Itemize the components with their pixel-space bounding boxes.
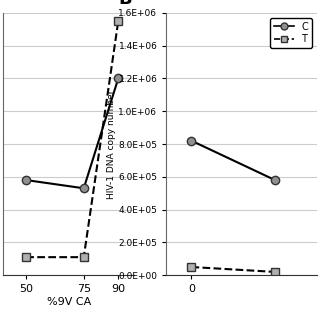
Y-axis label: HIV-1 DNA copy number: HIV-1 DNA copy number <box>107 89 116 199</box>
X-axis label: %9V CA: %9V CA <box>47 297 91 307</box>
Text: B: B <box>118 0 132 8</box>
Legend: C, T: C, T <box>270 18 312 48</box>
